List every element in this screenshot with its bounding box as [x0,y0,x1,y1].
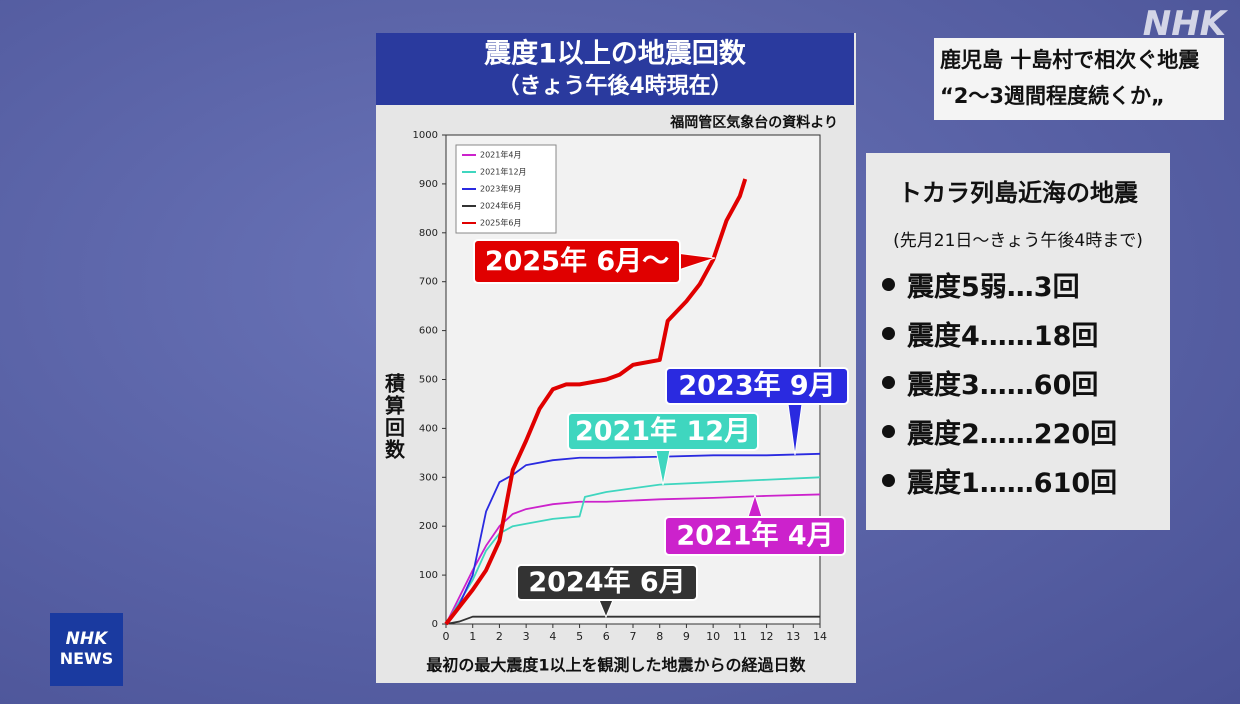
x-tick-label: 10 [706,630,720,643]
info-subtitle: (先月21日〜きょう午後4時まで) [893,231,1143,251]
x-tick-label: 1 [469,630,476,643]
callout-label: 2021年 12月 [575,415,751,447]
y-tick-label: 900 [419,179,438,190]
x-tick-label: 8 [656,630,663,643]
bullet [882,376,895,389]
callout-label: 2021年 4月 [676,520,833,552]
headline-line: “2〜3週間程度続くか„ [940,84,1165,108]
bullet [882,425,895,438]
y-tick-label: 200 [419,521,438,532]
x-tick-label: 14 [813,630,827,643]
info-item-text: 震度4……18回 [907,321,1099,352]
title-bar [376,33,854,105]
headline-box: 鹿児島 十島村で相次ぐ地震 “2〜3週間程度続くか„ [934,38,1224,120]
y-tick-label: 0 [432,619,438,630]
news-logo-text: NEWS [59,649,114,668]
legend-label: 2021年12月 [480,167,527,177]
callout-label: 2023年 9月 [678,370,835,402]
info-box: トカラ列島近海の地震 (先月21日〜きょう午後4時まで) 震度5弱…3回 震度4…… [866,153,1170,530]
legend-label: 2023年9月 [480,184,521,194]
news-logo: NHK NEWS [50,613,123,686]
callout-box [567,412,759,451]
headline-line: 鹿児島 十島村で相次ぐ地震 [940,48,1200,72]
y-tick-label: 800 [419,228,438,239]
series-line [445,452,821,625]
x-tick-label: 13 [786,630,800,643]
callout-label: 2024年 6月 [528,566,685,598]
x-tick-label: 9 [683,630,690,643]
info-item-text: 震度1……610回 [907,468,1118,499]
callout-label: 2025年 6月〜 [485,245,669,277]
info-item: 震度5弱…3回 [882,265,1170,304]
x-tick-label: 5 [576,630,583,643]
info-item: 震度4……18回 [882,314,1170,353]
info-item-text: 震度2……220回 [907,419,1118,450]
x-tick-label: 12 [760,630,774,643]
bullet [882,474,895,487]
x-tick-label: 4 [549,630,556,643]
y-tick-label: 100 [419,570,438,581]
nhk-logo: NHK [1142,4,1226,44]
y-tick-label: 1000 [413,130,438,141]
info-item-text: 震度5弱…3回 [907,272,1080,303]
callout-box [516,564,698,601]
chart-title: 震度1以上の地震回数 [484,38,747,70]
callout-box [664,516,846,556]
series-line [444,178,748,626]
news-logo-text: NHK [65,629,108,649]
x-tick-label: 7 [630,630,637,643]
chart: 震度1以上の地震回数 （きょう午後4時現在） 福岡管区気象台の資料より 積算回数… [376,33,856,683]
legend-label: 2025年6月 [480,218,521,228]
bullet [882,278,895,291]
bullet [882,327,895,340]
series-line [445,493,821,625]
x-axis-label: 最初の最大震度1以上を観測した地震からの経過日数 [426,656,806,675]
legend-label: 2024年6月 [480,201,521,211]
info-item-text: 震度3……60回 [907,370,1099,401]
info-item: 震度1……610回 [882,461,1170,500]
y-tick-label: 300 [419,472,438,483]
chart-subtitle: （きょう午後4時現在） [497,73,732,99]
callout-box [665,367,849,405]
info-item: 震度2……220回 [882,412,1170,451]
info-title: トカラ列島近海の地震 [898,179,1138,207]
y-axis-label: 積算回数 [382,373,406,461]
y-tick-label: 700 [419,277,438,288]
callout-box [473,239,681,284]
y-tick-label: 500 [419,375,438,386]
x-tick-label: 0 [443,630,450,643]
x-tick-label: 3 [523,630,530,643]
y-tick-label: 400 [419,423,438,434]
source-note: 福岡管区気象台の資料より [669,114,838,131]
info-list: 震度5弱…3回 震度4……18回 震度3……60回 震度2……220回 震度1……610… [882,265,1170,500]
info-item: 震度3……60回 [882,363,1170,402]
series-line [445,476,821,625]
x-tick-label: 2 [496,630,503,643]
y-tick-label: 600 [419,326,438,337]
legend-label: 2021年4月 [480,150,521,160]
x-tick-label: 11 [733,630,747,643]
x-tick-label: 6 [603,630,610,643]
